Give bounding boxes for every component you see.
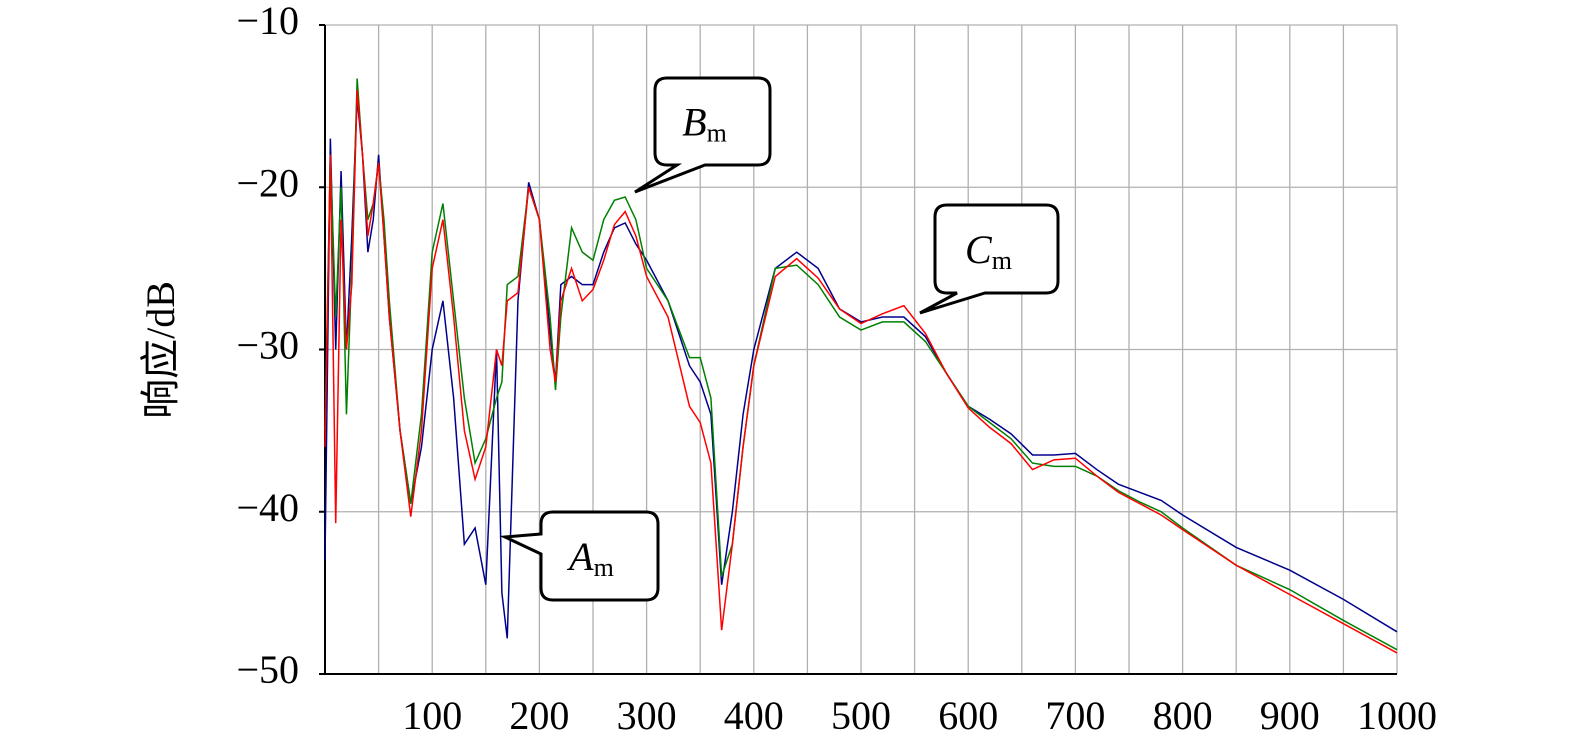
x-tick-label: 700 (1045, 693, 1105, 738)
x-tick-label: 800 (1153, 693, 1213, 738)
x-tick-label: 600 (938, 693, 998, 738)
callout: Am (499, 510, 660, 602)
annotation-text: C (965, 227, 993, 272)
callout-box (499, 510, 660, 602)
y-tick-label: −30 (236, 323, 299, 368)
callout: Cm (919, 203, 1060, 315)
annotation: Am (566, 534, 614, 582)
callout-box (634, 76, 772, 194)
y-axis-label: 响应/dB (138, 281, 183, 419)
annotation-sub: m (594, 553, 614, 582)
x-tick-label: 900 (1260, 693, 1320, 738)
annotation: Cm (965, 227, 1012, 275)
y-tick-label: −50 (236, 647, 299, 692)
y-tick-label: −40 (236, 485, 299, 530)
x-tick-label: 300 (617, 693, 677, 738)
annotation-text: B (682, 100, 706, 145)
line-series (324, 89, 1398, 654)
x-tick-label: 200 (509, 693, 569, 738)
y-tick-label: −10 (236, 0, 299, 43)
x-tick-label: 400 (724, 693, 784, 738)
annotation-sub: m (992, 246, 1012, 275)
callout: Bm (634, 76, 772, 194)
annotation-sub: m (707, 119, 727, 148)
x-tick-label: 100 (402, 693, 462, 738)
annotation-text: A (566, 534, 594, 579)
annotation: Bm (682, 100, 727, 148)
line-series (324, 78, 1398, 651)
x-tick-label: 1000 (1357, 693, 1437, 738)
x-tick-label: 500 (831, 693, 891, 738)
callout-box (919, 203, 1060, 315)
y-tick-label: −20 (236, 160, 299, 205)
